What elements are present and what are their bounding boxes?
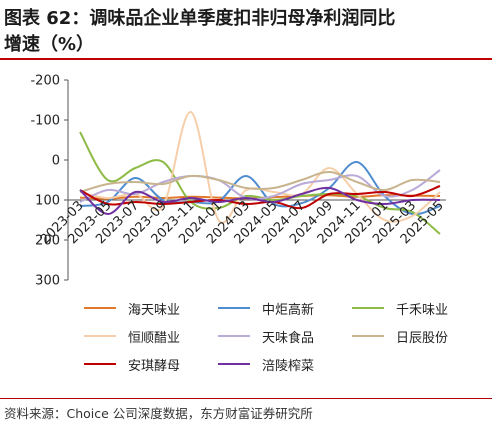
legend-item: 恒顺醋业: [84, 327, 181, 346]
legend-swatch: [218, 307, 250, 309]
y-tick-label: 200: [35, 234, 60, 249]
chart-title-unit: 增速（%）: [4, 34, 95, 55]
series-layer: [79, 110, 441, 235]
legend-item: 天味食品: [218, 327, 315, 346]
legend-swatch: [84, 307, 116, 309]
legend-item: 中炬高新: [218, 299, 315, 318]
y-tick-label: 300: [35, 274, 60, 289]
series-line-8: [79, 186, 441, 216]
y-axis: 300 200 100 0 -100 -200: [30, 74, 69, 289]
legend-label: 天味食品: [262, 330, 315, 346]
x-axis-tick-labels: 2023-032023-052023-072023-092023-112024-…: [38, 198, 447, 247]
legend-item: 涪陵榨菜: [218, 355, 315, 374]
series-line-7: [79, 185, 441, 210]
series-line-3: [79, 131, 441, 235]
chart-title: 图表 62：调味品企业单季度扣非归母净利润同比: [4, 8, 396, 29]
legend-label: 涪陵榨菜: [262, 358, 315, 374]
legend-label: 日辰股份: [396, 330, 449, 346]
legend-item: 海天味业: [84, 299, 181, 318]
y-tick-label: -100: [30, 114, 60, 129]
legend-label: 海天味业: [128, 302, 181, 318]
series-line-6: [79, 170, 441, 193]
legend-item: 安琪酵母: [84, 355, 181, 374]
legend-label: 千禾味业: [396, 302, 449, 318]
legend-swatch: [352, 307, 384, 309]
legend-swatch: [352, 335, 384, 337]
legend-label: 安琪酵母: [128, 358, 181, 374]
legend-item: 千禾味业: [352, 299, 449, 318]
y-tick-label: -200: [30, 74, 60, 89]
series-line-5: [79, 169, 441, 203]
source-divider: [0, 398, 492, 399]
title-divider: [0, 58, 492, 60]
legend-swatch: [218, 335, 250, 337]
line-chart: 300 200 100 0 -100 -200 2023-032023-052023-07…: [30, 74, 447, 289]
y-tick-label: 0: [52, 154, 60, 169]
series-line-4: [79, 110, 441, 224]
legend-swatch: [218, 363, 250, 365]
legend-label: 中炬高新: [262, 302, 315, 318]
legend-label: 恒顺醋业: [128, 330, 181, 346]
y-tick-label: 100: [35, 194, 60, 209]
legend-swatch: [84, 363, 116, 365]
legend-item: 日辰股份: [352, 327, 449, 346]
source-note: 资料来源：Choice 公司深度数据，东方财富证券研究所: [4, 406, 313, 421]
legend-swatch: [84, 335, 116, 337]
